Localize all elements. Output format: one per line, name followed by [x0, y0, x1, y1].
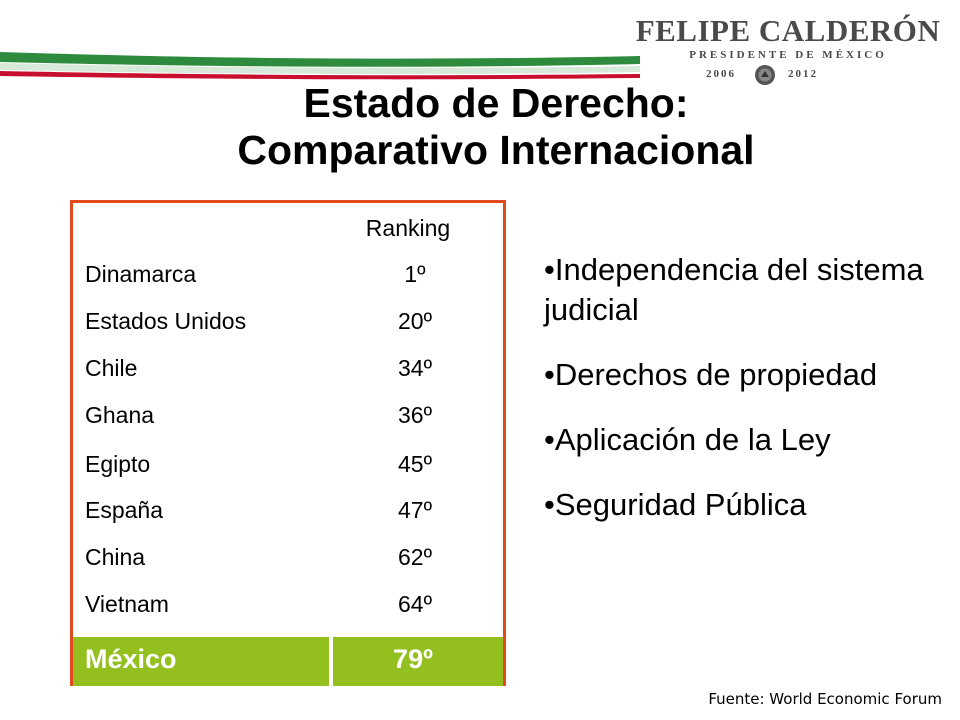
country-rank: 20º: [398, 308, 432, 334]
logo-term: 2006 2012: [628, 64, 948, 86]
list-item: Seguridad Pública: [544, 485, 954, 525]
list-item: Aplicación de la Ley: [544, 420, 954, 460]
country-name: Estados Unidos: [85, 308, 247, 334]
ranking-table: Ranking Dinamarca 1º Estados Unidos 20º …: [70, 200, 506, 686]
cell-divider: [329, 637, 333, 686]
table-row: Vietnam 64º: [85, 591, 505, 637]
term-start: 2006: [706, 68, 736, 80]
president-logo: FELIPE CALDERÓN PRESIDENTE DE MÉXICO 200…: [628, 13, 948, 86]
title-line-1: Estado de Derecho:: [303, 80, 689, 126]
country-rank: 62º: [398, 544, 432, 570]
table-row: Chile 34º: [85, 355, 505, 401]
ranking-header: Ranking: [365, 215, 451, 241]
factor-list: Independencia del sistema judicial Derec…: [544, 250, 954, 550]
country-name: Chile: [85, 355, 138, 381]
country-name: Vietnam: [85, 591, 169, 617]
mexico-country: México: [85, 644, 177, 674]
country-rank: 64º: [398, 591, 432, 617]
country-name: China: [85, 544, 146, 570]
country-name: Egipto: [85, 451, 151, 477]
country-rank: 1º: [404, 261, 426, 287]
list-item: Derechos de propiedad: [544, 355, 954, 395]
country-name: España: [85, 497, 164, 523]
country-name: Ghana: [85, 402, 155, 428]
country-rank: 36º: [398, 402, 432, 428]
table-row: Egipto 45º: [85, 451, 505, 497]
term-end: 2012: [788, 68, 818, 80]
source-note: Fuente: World Economic Forum: [708, 690, 942, 708]
country-rank: 45º: [398, 451, 432, 477]
list-item: Independencia del sistema judicial: [544, 250, 954, 330]
title-line-2: Comparativo Internacional: [237, 127, 755, 173]
country-rank: 34º: [398, 355, 432, 381]
mexico-rank: 79º: [393, 644, 433, 674]
table-row: Dinamarca 1º: [85, 261, 505, 307]
logo-name: FELIPE CALDERÓN: [635, 13, 941, 48]
table-row: Estados Unidos 20º: [85, 308, 505, 354]
country-rank: 47º: [398, 497, 432, 523]
table-row: Ghana 36º: [85, 402, 505, 448]
country-name: Dinamarca: [85, 261, 197, 287]
table-row: España 47º: [85, 497, 505, 543]
tricolor-swoosh: [0, 52, 640, 80]
eagle-seal-icon: [755, 65, 775, 85]
page-title: Estado de Derecho: Comparativo Internaci…: [0, 80, 960, 174]
table-row: China 62º: [85, 544, 505, 590]
mexico-highlight-row: México 79º: [73, 637, 503, 686]
logo-role: PRESIDENTE DE MÉXICO: [689, 49, 887, 61]
